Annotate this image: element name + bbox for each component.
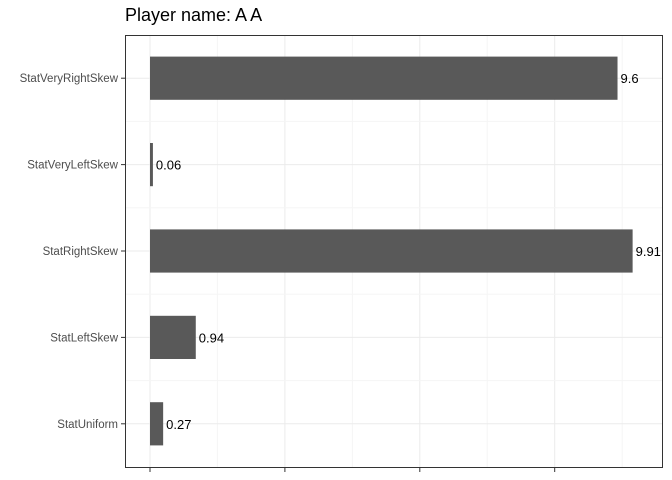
axes: StatVeryRightSkew StatVeryLeftSkew StatRig…: [20, 73, 556, 472]
data-labels: 9.6 0.06 9.91 0.94 0.27: [156, 71, 661, 432]
panel-border: [125, 35, 663, 468]
y-tick-label-StatVeryRightSkew: StatVeryRightSkew: [20, 73, 119, 85]
data-label-StatRightSkew: 9.91: [636, 244, 661, 259]
bar-StatVeryRightSkew: [150, 56, 618, 100]
chart-title: Player name: A A: [125, 5, 263, 25]
bar-StatUniform: [150, 402, 164, 446]
y-tick-label-StatLeftSkew: StatLeftSkew: [50, 332, 118, 344]
y-tick-label-StatRightSkew: StatRightSkew: [43, 246, 119, 258]
data-label-StatUniform: 0.27: [166, 417, 191, 432]
data-label-StatLeftSkew: 0.94: [199, 330, 224, 345]
data-label-StatVeryLeftSkew: 0.06: [156, 158, 181, 173]
bar-StatRightSkew: [150, 229, 633, 273]
bars: [150, 56, 633, 446]
bar-StatVeryLeftSkew: [150, 143, 153, 187]
data-label-StatVeryRightSkew: 9.6: [621, 71, 639, 86]
y-tick-label-StatVeryLeftSkew: StatVeryLeftSkew: [27, 160, 118, 172]
y-tick-label-StatUniform: StatUniform: [57, 419, 118, 431]
bar-StatLeftSkew: [150, 315, 196, 359]
